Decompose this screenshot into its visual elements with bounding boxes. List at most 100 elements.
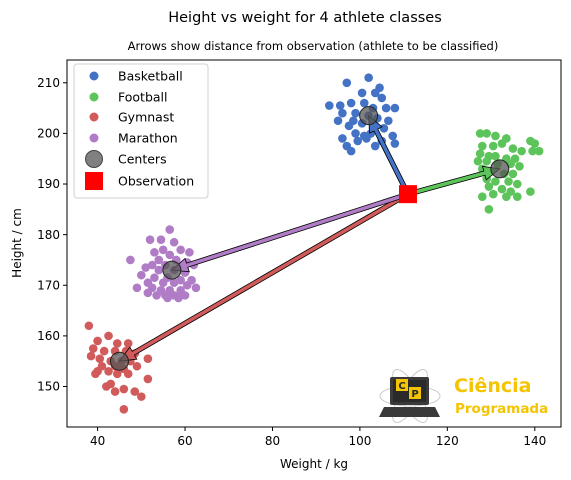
x-tick-label: 100 xyxy=(348,434,371,448)
point-marathon xyxy=(147,260,157,270)
point-marathon xyxy=(169,278,179,288)
point-marathon xyxy=(145,235,155,245)
point-gymnast xyxy=(132,361,142,371)
legend-marker-football xyxy=(89,92,99,102)
y-tick-label: 210 xyxy=(37,76,60,90)
point-football xyxy=(491,151,500,161)
point-gymnast xyxy=(102,382,111,391)
y-tick-label: 190 xyxy=(37,177,60,191)
point-basketball xyxy=(377,93,387,103)
point-gymnast xyxy=(112,339,122,348)
x-axis-label: Weight / kg xyxy=(280,457,348,471)
point-marathon xyxy=(176,275,185,285)
point-football xyxy=(482,156,491,166)
point-gymnast xyxy=(123,339,133,348)
point-basketball xyxy=(370,141,380,151)
point-marathon xyxy=(182,280,192,290)
legend-label-gymnast: Gymnast xyxy=(118,110,174,125)
logo-badge-right: P xyxy=(411,389,418,400)
point-football xyxy=(484,182,494,191)
point-football xyxy=(530,139,540,148)
point-marathon xyxy=(158,245,168,255)
point-gymnast xyxy=(91,369,100,379)
point-basketball xyxy=(338,108,347,118)
point-marathon xyxy=(165,225,175,234)
point-football xyxy=(497,184,507,194)
point-basketball xyxy=(364,73,373,83)
x-axis: 40 60 80 100 120 140 xyxy=(90,427,546,448)
point-gymnast xyxy=(130,387,140,396)
plot-frame xyxy=(66,59,562,428)
point-gymnast xyxy=(143,374,153,384)
logo-text-line1: Ciência xyxy=(454,375,531,397)
legend: Basketball Football Gymnast Marathon Cen… xyxy=(73,63,209,199)
point-marathon xyxy=(150,273,159,282)
point-gymnast xyxy=(123,369,133,379)
point-gymnast xyxy=(99,346,109,356)
x-tick-label: 120 xyxy=(436,434,459,448)
x-tick-label: 40 xyxy=(90,434,105,448)
point-marathon xyxy=(169,237,179,247)
point-basketball xyxy=(362,134,371,143)
point-gymnast xyxy=(88,344,98,353)
point-basketball xyxy=(390,103,400,113)
point-football xyxy=(504,177,513,186)
legend-marker-basketball xyxy=(89,71,99,81)
point-marathon xyxy=(156,235,166,245)
point-football xyxy=(512,192,522,201)
point-marathon xyxy=(141,263,150,272)
point-basketball xyxy=(370,88,380,98)
figure-suptitle: Height vs weight for 4 athlete classes xyxy=(168,10,442,26)
y-tick-label: 180 xyxy=(37,228,60,242)
y-axis-label: Height / cm xyxy=(10,208,24,278)
y-tick-label: 200 xyxy=(37,127,60,141)
point-marathon xyxy=(185,248,194,257)
point-football xyxy=(478,192,487,201)
point-football xyxy=(491,131,500,141)
point-basketball xyxy=(351,108,360,118)
point-gymnast xyxy=(119,384,129,394)
point-gymnast xyxy=(104,331,113,341)
legend-marker-gymnast xyxy=(89,112,99,122)
point-football xyxy=(508,144,518,153)
point-marathon xyxy=(154,265,164,275)
point-football xyxy=(508,169,518,179)
point-football xyxy=(534,146,544,156)
point-basketball xyxy=(346,98,356,108)
point-gymnast xyxy=(119,404,129,414)
point-marathon xyxy=(163,293,172,303)
point-football xyxy=(478,141,487,151)
point-marathon xyxy=(152,291,161,300)
point-marathon xyxy=(126,255,135,265)
point-marathon xyxy=(150,248,159,257)
point-basketball xyxy=(357,88,367,98)
point-marathon xyxy=(176,245,185,255)
point-gymnast xyxy=(93,336,102,346)
center-marker xyxy=(109,351,129,371)
point-basketball xyxy=(344,121,354,131)
point-marathon xyxy=(132,283,142,293)
legend-label-basketball: Basketball xyxy=(118,69,183,84)
point-marathon xyxy=(158,278,168,288)
legend-label-marathon: Marathon xyxy=(118,131,178,146)
legend-marker-observation xyxy=(85,172,103,190)
point-marathon xyxy=(143,288,153,298)
point-basketball xyxy=(388,131,397,141)
legend-label-football: Football xyxy=(118,90,167,105)
legend-label-centers: Centers xyxy=(118,152,167,167)
point-marathon xyxy=(174,293,183,303)
logo-text-line2: Programada xyxy=(455,401,548,417)
watermark-logo: C P Ciência Programada xyxy=(379,369,548,423)
point-basketball xyxy=(384,116,393,126)
center-marker xyxy=(359,106,379,126)
point-marathon xyxy=(165,250,175,260)
center-layer xyxy=(109,106,510,371)
legend-marker-centers xyxy=(85,150,103,168)
point-gymnast xyxy=(110,387,120,396)
point-football xyxy=(475,149,485,158)
y-tick-label: 150 xyxy=(37,380,60,394)
logo-badge-left: C xyxy=(398,381,405,392)
point-basketball xyxy=(353,136,363,146)
point-gymnast xyxy=(143,354,153,363)
arrow-layer xyxy=(118,114,501,362)
